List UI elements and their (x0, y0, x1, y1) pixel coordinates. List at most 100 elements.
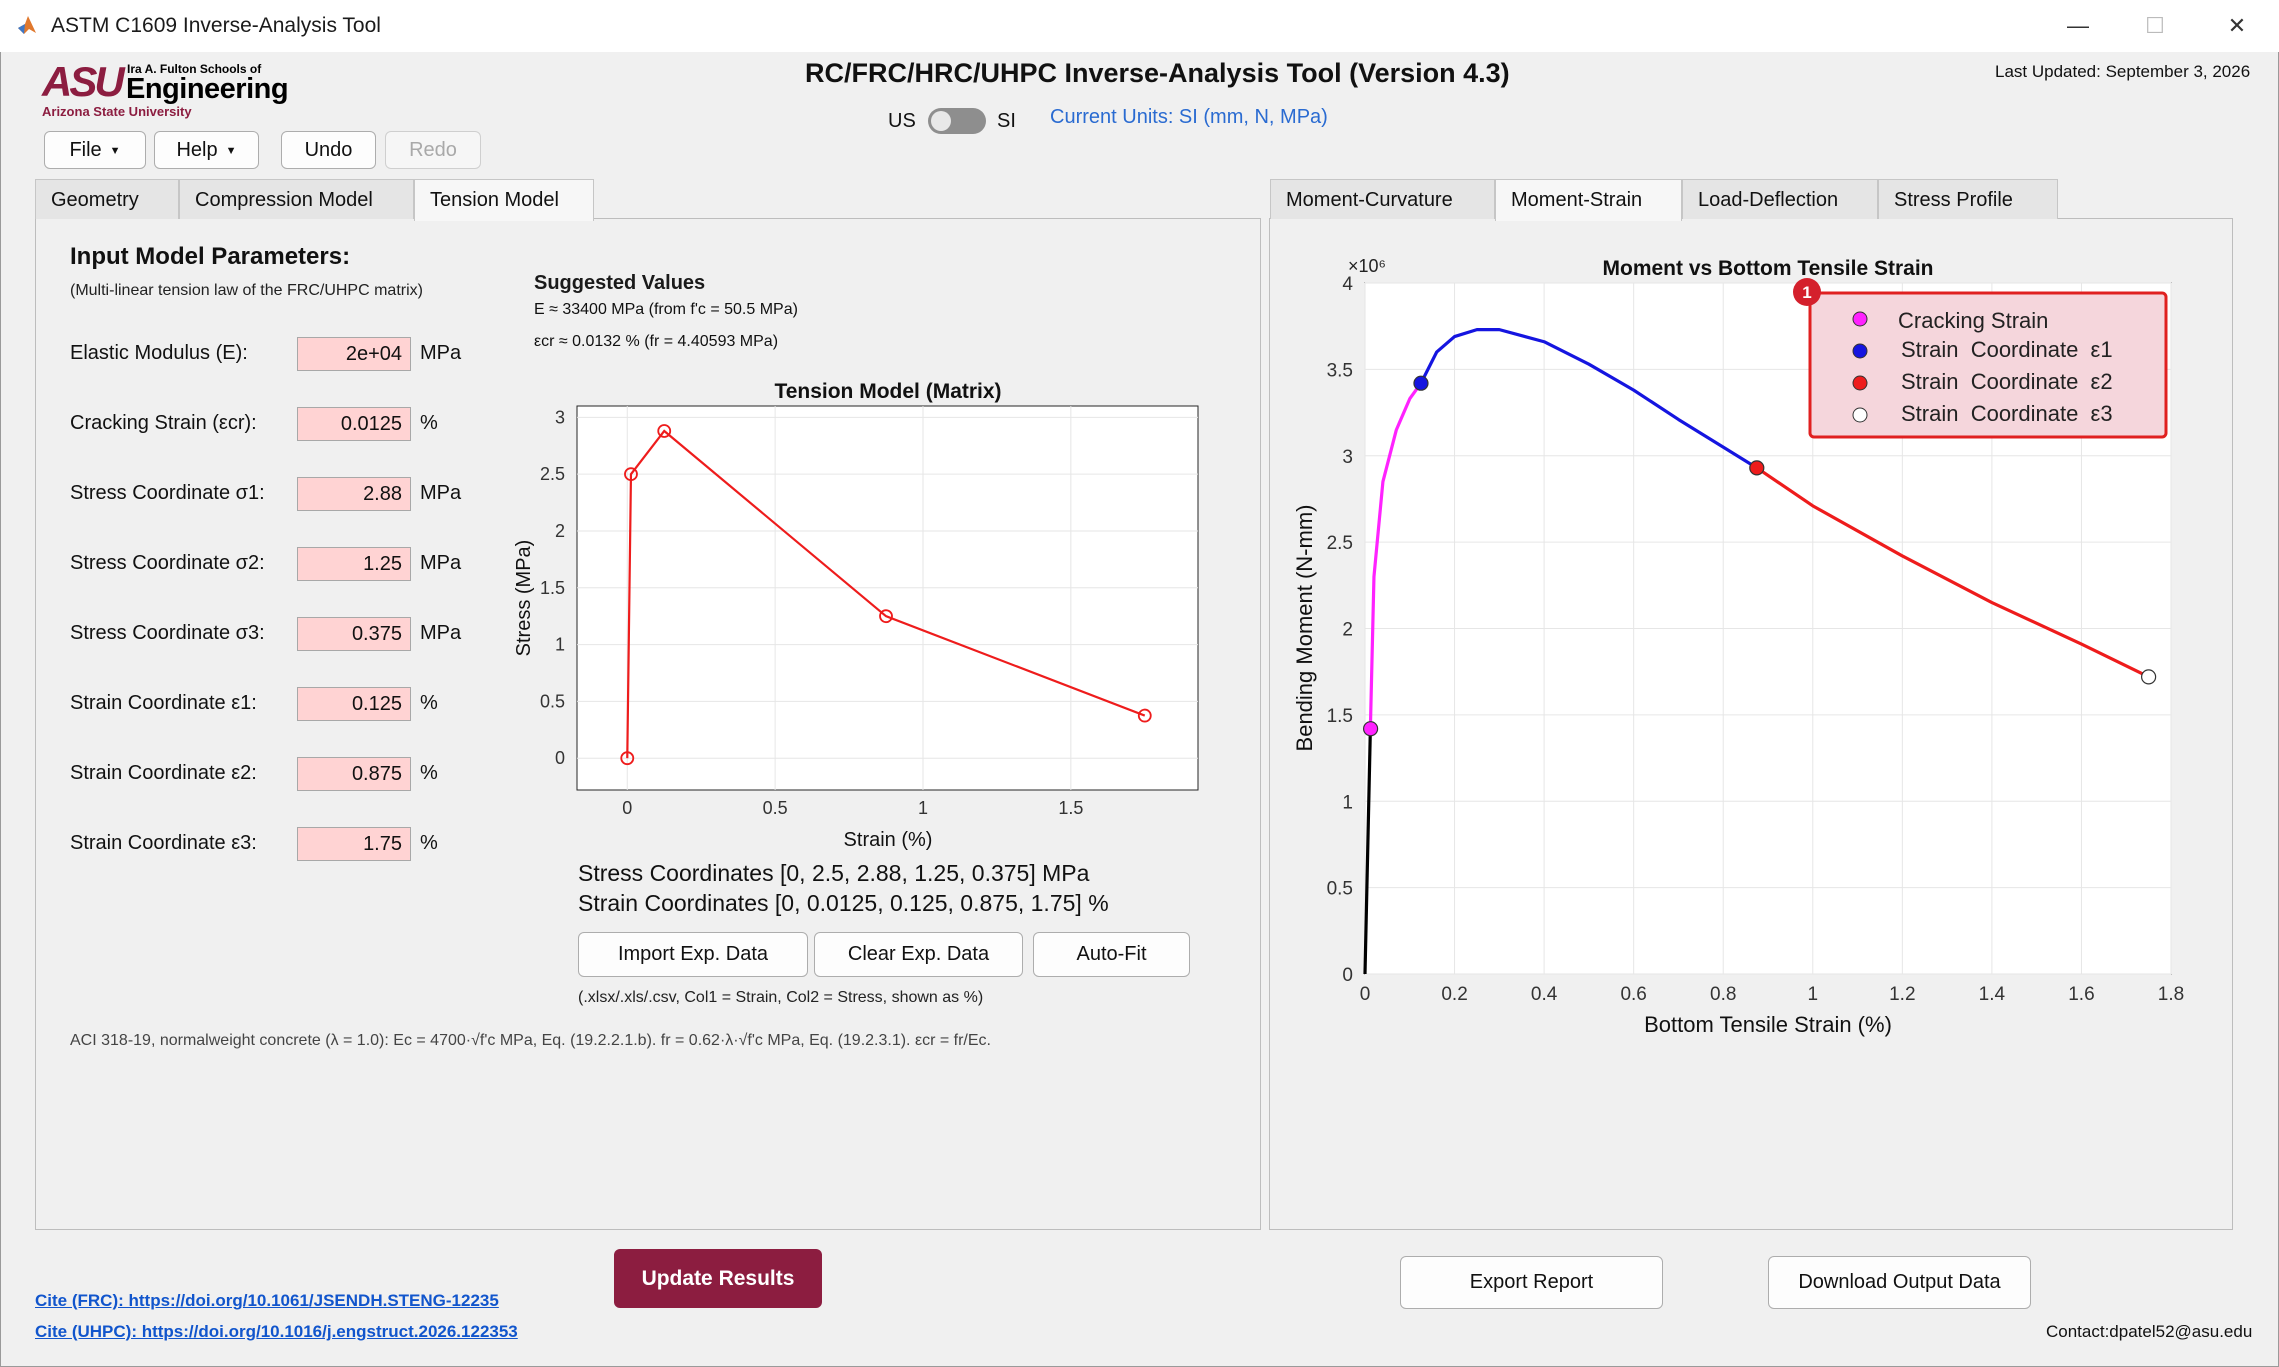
param-label-stress-1: Stress Coordinate σ1: (70, 482, 265, 504)
file-menu-button[interactable]: File ▼ (44, 131, 146, 169)
moment-key-point (1362, 721, 1379, 737)
cracking-strain-field[interactable]: 0.0125 (297, 407, 411, 441)
legend-marker-e3 (1852, 407, 1868, 423)
moment-key-point (1749, 460, 1765, 476)
strain-coordinates-text: Strain Coordinates [0, 0.0125, 0.125, 0.… (578, 890, 1109, 916)
tab-geometry[interactable]: Geometry (35, 179, 179, 219)
units-toggle[interactable] (928, 108, 986, 134)
x-tick-label: 1 (918, 798, 928, 818)
param-label-stress-3: Stress Coordinate σ3: (70, 622, 265, 644)
help-menu-label: Help (176, 139, 218, 161)
moment-y-label: Bending Moment (N-mm) (1292, 505, 1317, 752)
param-label-strain-2: Strain Coordinate ε2: (70, 762, 257, 784)
x-tick-label: 1 (1807, 984, 1818, 1005)
help-menu-button[interactable]: Help ▼ (154, 131, 259, 169)
moment-chart-title: Moment vs Bottom Tensile Strain (1603, 257, 1934, 280)
minimize-button[interactable]: — (2067, 13, 2089, 38)
download-output-button[interactable]: Download Output Data (1768, 1256, 2031, 1309)
moment-series-line (1368, 382, 1423, 729)
stress-coordinate-3-field[interactable]: 0.375 (297, 617, 411, 651)
tab-load-deflection[interactable]: Load-Deflection (1682, 179, 1878, 219)
y-tick-label: 2.5 (540, 464, 565, 484)
file-format-hint: (.xlsx/.xls/.csv, Col1 = Strain, Col2 = … (578, 989, 984, 1006)
tension-chart-title: Tension Model (Matrix) (774, 380, 1001, 403)
current-units: Current Units: SI (mm, N, MPa) (1050, 106, 1328, 128)
legend-label-e1: Strain Coordinate ε1 (1901, 337, 2113, 362)
param-unit: % (420, 832, 438, 854)
y-tick-label: 0 (1342, 965, 1353, 986)
legend-label-e3: Strain Coordinate ε3 (1901, 401, 2113, 426)
param-unit: MPa (420, 622, 462, 644)
matlab-icon (18, 16, 36, 34)
tab-moment-strain[interactable]: Moment-Strain (1495, 179, 1682, 221)
strain-coordinate-1-field[interactable]: 0.125 (297, 687, 411, 721)
y-tick-label: 1.5 (540, 578, 565, 598)
logo-university-text: Arizona State University (42, 104, 192, 119)
y-tick-label: 2 (555, 521, 565, 541)
param-unit: % (420, 762, 438, 784)
stress-coordinate-1-field[interactable]: 2.88 (297, 477, 411, 511)
legend-marker-e2 (1852, 375, 1868, 391)
strain-coordinate-3-field[interactable]: 1.75 (297, 827, 411, 861)
auto-fit-button[interactable]: Auto-Fit (1033, 932, 1190, 977)
y-tick-label: 4 (1342, 274, 1353, 295)
moment-y-exponent: ×10⁶ (1348, 256, 1386, 276)
param-unit: % (420, 692, 438, 714)
file-menu-label: File (69, 139, 102, 161)
elastic-modulus-field[interactable]: 2e+04 (297, 337, 411, 371)
y-tick-label: 1.5 (1327, 706, 1353, 727)
y-tick-label: 1 (555, 635, 565, 655)
param-unit: % (420, 412, 438, 434)
maximize-button[interactable]: ☐ (2145, 13, 2165, 38)
suggested-modulus: E ≈ 33400 MPa (from f'c = 50.5 MPa) (534, 301, 798, 318)
tab-stress-profile[interactable]: Stress Profile (1878, 179, 2058, 219)
update-results-button[interactable]: Update Results (614, 1249, 822, 1308)
tension-data-point (620, 751, 635, 766)
strain-coordinate-2-field[interactable]: 0.875 (297, 757, 411, 791)
units-us-label: US (888, 110, 916, 132)
param-label-stress-2: Stress Coordinate σ2: (70, 552, 265, 574)
undo-button[interactable]: Undo (281, 131, 376, 169)
x-tick-label: 0.2 (1441, 984, 1467, 1005)
y-tick-label: 3 (1342, 447, 1353, 468)
export-report-button[interactable]: Export Report (1400, 1256, 1663, 1309)
x-tick-label: 0.4 (1531, 984, 1558, 1005)
tension-data-point (624, 467, 638, 482)
redo-button[interactable]: Redo (385, 131, 481, 169)
moment-series-line (1363, 728, 1372, 975)
x-tick-label: 0 (1360, 984, 1371, 1005)
legend-marker-e1 (1852, 343, 1868, 359)
tension-data-point (657, 424, 672, 438)
x-tick-label: 1.4 (1979, 984, 2006, 1005)
legend-badge-circle (1793, 278, 1821, 306)
x-tick-label: 1.5 (1058, 798, 1083, 818)
stress-coordinate-2-field[interactable]: 1.25 (297, 547, 411, 581)
moment-strain-chart: 0 0.2 0.4 0.6 0.8 1 1.2 1.4 1.6 1.8 0 0.5 1 1.5 2 2.5 3 3… (1292, 256, 2184, 1037)
tension-model-chart: 0 0.5 1 1.5 0 0.5 1 1.5 2 2.5 3 Tension Model (Mat… (513, 380, 1199, 851)
param-unit: MPa (420, 482, 462, 504)
x-tick-label: 1.6 (2068, 984, 2094, 1005)
param-label-elastic-modulus: Elastic Modulus (E): (70, 342, 248, 364)
suggested-heading: Suggested Values (534, 272, 706, 294)
param-label-strain-3: Strain Coordinate ε3: (70, 832, 257, 854)
y-tick-label: 2.5 (1327, 533, 1353, 554)
window-title: ASTM C1609 Inverse-Analysis Tool (51, 14, 381, 37)
close-button[interactable]: ✕ (2227, 13, 2247, 38)
title-bar: ASTM C1609 Inverse-Analysis Tool — ☐ ✕ (0, 0, 2279, 52)
cite-frc-link[interactable]: Cite (FRC): https://doi.org/10.1061/JSEN… (35, 1291, 499, 1310)
param-unit: MPa (420, 552, 462, 574)
suggested-cracking-strain: εcr ≈ 0.0132 % (fr = 4.40593 MPa) (534, 333, 779, 350)
tab-moment-curvature[interactable]: Moment-Curvature (1270, 179, 1495, 219)
cite-uhpc-link[interactable]: Cite (UHPC): https://doi.org/10.1016/j.e… (35, 1322, 518, 1341)
x-tick-label: 0.5 (763, 798, 788, 818)
clear-exp-data-button[interactable]: Clear Exp. Data (814, 932, 1023, 977)
import-exp-data-button[interactable]: Import Exp. Data (578, 932, 808, 977)
tab-compression-model[interactable]: Compression Model (179, 179, 414, 219)
caret-down-icon: ▼ (225, 144, 237, 157)
tension-x-label: Strain (%) (844, 829, 933, 851)
logo-engineering-text: Engineering (126, 73, 289, 105)
logo-school-text: Ira A. Fulton Schools of (127, 62, 262, 76)
tension-y-label: Stress (MPa) (513, 540, 535, 657)
tab-tension-model[interactable]: Tension Model (414, 179, 594, 221)
moment-series-line (1755, 466, 2150, 679)
